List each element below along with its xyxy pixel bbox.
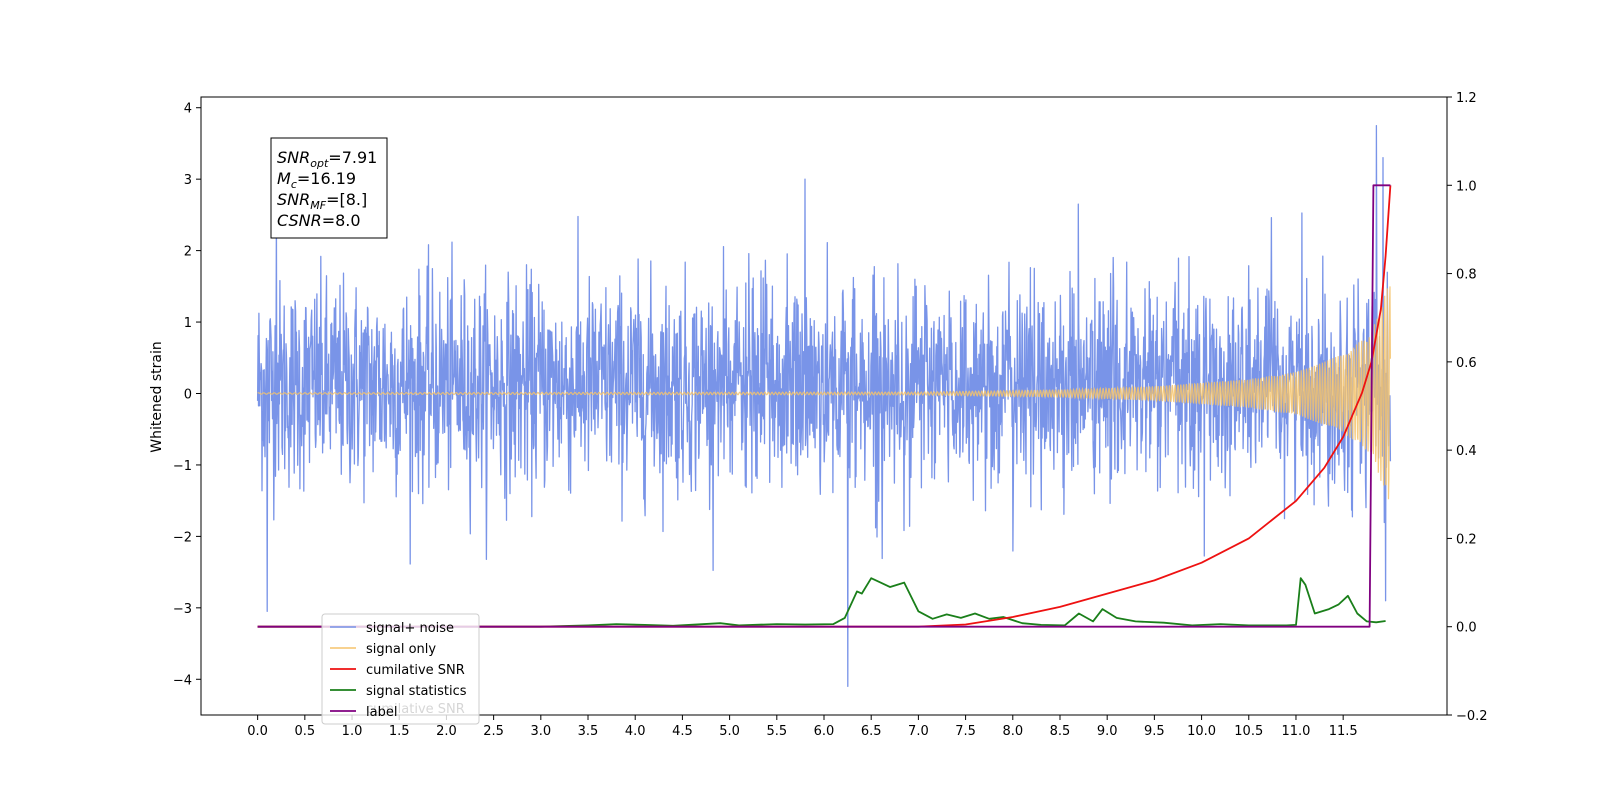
signal-noise-series <box>256 124 1392 688</box>
y-tick-label: −3 <box>173 602 192 617</box>
x-tick-label: 5.5 <box>766 724 787 739</box>
x-tick-label: 8.5 <box>1050 724 1071 739</box>
y-tick-label: −2 <box>173 530 192 545</box>
x-tick-label: 6.5 <box>861 724 882 739</box>
annotation-frame <box>270 137 388 239</box>
legend-entry: signal+ noise <box>366 621 454 636</box>
y2-tick-label: 0.0 <box>1456 621 1477 636</box>
y2-tick-label: 0.4 <box>1456 444 1477 459</box>
y2-tick-label: 1.0 <box>1456 179 1477 194</box>
x-tick-label: 2.5 <box>483 724 504 739</box>
y-tick-label: 1 <box>184 316 192 331</box>
legend: cumilative SNR signal+ noise signal only cu… <box>321 613 480 725</box>
x-tick-label: 1.5 <box>389 724 410 739</box>
x-tick-label: 6.0 <box>814 724 835 739</box>
y-tick-label: 4 <box>184 102 192 117</box>
legend-frame <box>321 613 480 725</box>
x-tick-label: 1.0 <box>342 724 363 739</box>
ticks: 0.0 0.5 1.0 1.5 2.0 2.5 3.0 3.5 4.0 4.5 5.0 5.5 6.0 6… <box>173 91 1488 739</box>
y-tick-label: −1 <box>173 459 192 474</box>
y-tick-label: 0 <box>184 387 192 402</box>
y-tick-label: −4 <box>173 673 192 688</box>
signal-noise-line <box>256 124 1392 688</box>
legend-entry: label <box>366 705 397 720</box>
x-tick-label: 4.5 <box>672 724 693 739</box>
x-tick-label: 9.5 <box>1144 724 1165 739</box>
legend-entry: cumilative SNR <box>366 663 465 678</box>
y2-tick-label: 1.2 <box>1456 91 1477 106</box>
x-tick-label: 10.5 <box>1234 724 1263 739</box>
y-tick-label: 2 <box>184 245 192 260</box>
x-tick-label: 10.0 <box>1187 724 1216 739</box>
signal-only-line <box>257 286 1391 500</box>
x-tick-label: 7.5 <box>955 724 976 739</box>
annotation-line: CSNR=8.0 <box>277 211 361 230</box>
signal-statistics-line <box>257 577 1386 628</box>
x-tick-label: 0.5 <box>294 724 315 739</box>
x-tick-label: 5.0 <box>719 724 740 739</box>
signal-only-series <box>257 286 1391 500</box>
x-tick-label: 3.0 <box>530 724 551 739</box>
x-tick-label: 4.0 <box>625 724 646 739</box>
y2-tick-label: 0.2 <box>1456 532 1477 547</box>
x-tick-label: 8.0 <box>1002 724 1023 739</box>
x-tick-label: 0.0 <box>247 724 268 739</box>
annotation-line: Mc=16.19 <box>277 169 356 191</box>
y-axis-label: Whitened strain <box>149 341 165 452</box>
cumilative-snr-line <box>257 185 1392 628</box>
annotation-line: SNRopt=7.91 <box>277 148 377 170</box>
x-tick-label: 11.0 <box>1281 724 1310 739</box>
y2-tick-label: −0.2 <box>1456 709 1488 724</box>
annotation-line: SNRMF=[8.] <box>277 190 367 212</box>
x-tick-label: 11.5 <box>1329 724 1358 739</box>
x-tick-label: 2.0 <box>436 724 457 739</box>
right-axis-series <box>257 184 1392 628</box>
x-tick-label: 7.0 <box>908 724 929 739</box>
label-line <box>257 184 1391 628</box>
y-tick-label: 3 <box>184 173 192 188</box>
y2-tick-label: 0.6 <box>1456 356 1477 371</box>
legend-entry: signal only <box>366 642 436 657</box>
x-tick-label: 3.5 <box>578 724 599 739</box>
x-tick-label: 9.0 <box>1097 724 1118 739</box>
y2-tick-label: 0.8 <box>1456 268 1477 283</box>
legend-ghost-text: cumilative SNR <box>366 702 465 717</box>
legend-entry: signal statistics <box>366 684 467 699</box>
